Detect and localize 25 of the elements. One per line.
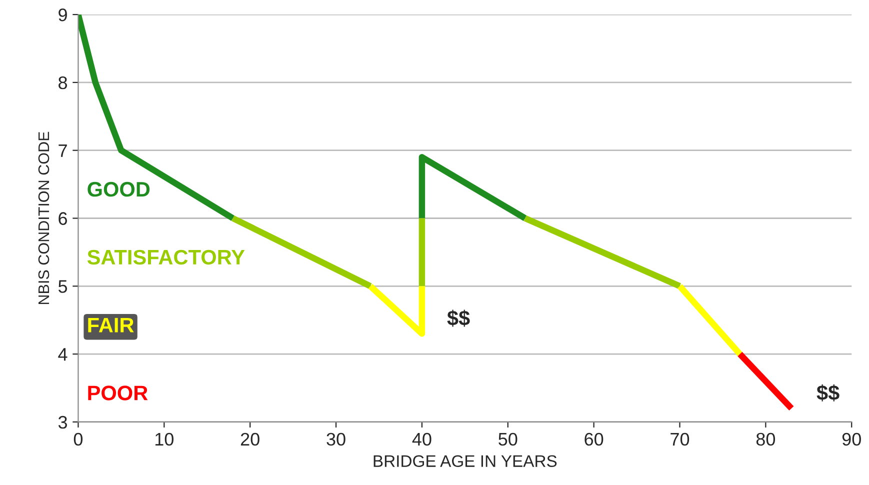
x-tick-label: 60 xyxy=(584,432,604,446)
x-tick-label: 30 xyxy=(326,432,346,446)
y-tick-label: 5 xyxy=(58,280,68,293)
x-tick-label: 0 xyxy=(74,432,83,446)
annotation: $$ xyxy=(816,384,840,402)
x-tick-label: 50 xyxy=(498,432,518,446)
text: FAIR xyxy=(88,318,134,332)
y-axis-title: NBIS CONDITION CODE xyxy=(38,132,50,304)
y-tick-label: 7 xyxy=(58,144,67,157)
annotation: $$ xyxy=(447,310,470,327)
y-tick-label: 8 xyxy=(58,76,68,90)
text: POOR xyxy=(88,386,148,400)
x-axis-title: BRIDGE AGE IN YEARS xyxy=(374,455,557,467)
y-tick-label: 3 xyxy=(58,416,67,429)
x-tick-label: 20 xyxy=(240,432,260,446)
x-tick-label: 10 xyxy=(155,432,174,446)
y-tick-label: 9 xyxy=(58,8,67,22)
x-tick-label: 90 xyxy=(842,432,861,446)
x-tick-label: 70 xyxy=(670,432,690,446)
series-label: GOOD xyxy=(88,182,150,197)
series-label: SATISFACTORY xyxy=(87,250,245,265)
x-tick-label: 80 xyxy=(756,432,776,446)
x-tick-label: 40 xyxy=(412,432,432,446)
y-tick-label: 6 xyxy=(58,212,67,225)
y-tick-label: 4 xyxy=(58,348,68,361)
